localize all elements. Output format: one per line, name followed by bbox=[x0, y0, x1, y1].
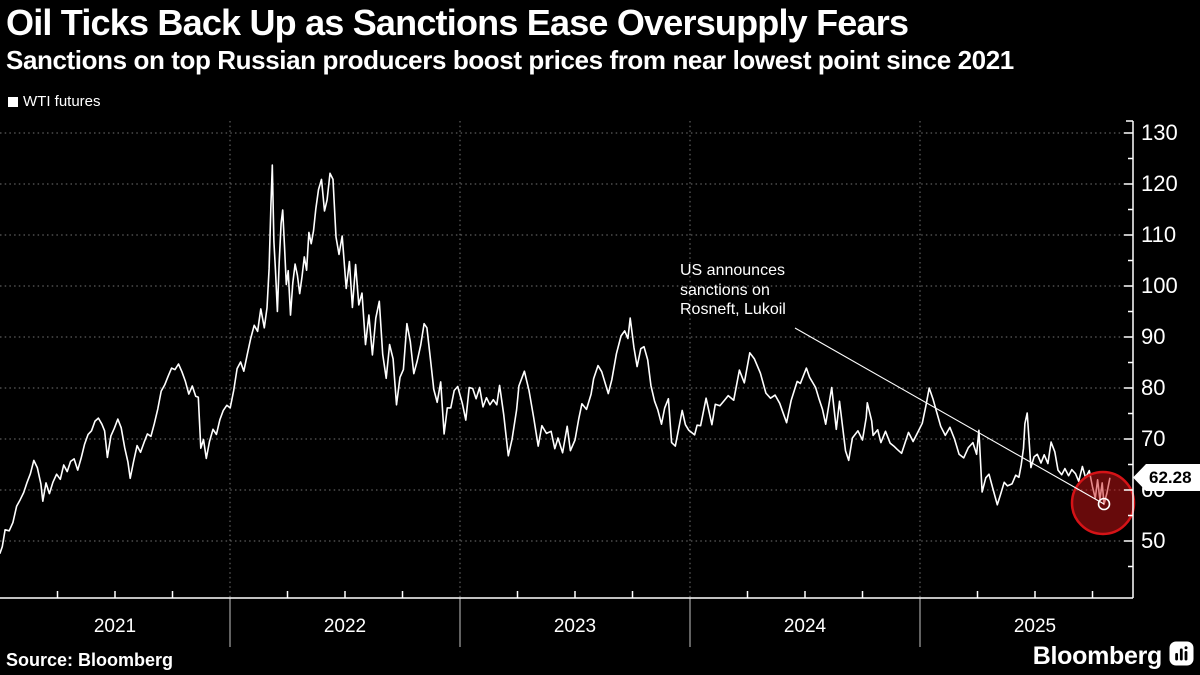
y-axis-label-130: 130 bbox=[1141, 120, 1178, 145]
legend-label: WTI futures bbox=[23, 93, 101, 110]
x-axis-label-2024: 2024 bbox=[783, 616, 827, 637]
x-axis-label-2023: 2023 bbox=[553, 616, 597, 637]
y-axis-label-80: 80 bbox=[1141, 375, 1166, 400]
bloomberg-mark-icon bbox=[1169, 641, 1194, 671]
y-axis-label-110: 110 bbox=[1141, 222, 1177, 247]
annotation-line: Rosneft, Lukoil bbox=[680, 301, 786, 318]
bloomberg-logo: Bloomberg bbox=[1033, 641, 1194, 671]
y-axis-label-100: 100 bbox=[1141, 273, 1178, 298]
source-label: Source: Bloomberg bbox=[6, 650, 174, 670]
legend: WTI futures bbox=[8, 93, 101, 110]
last-price-value: 62.28 bbox=[1149, 467, 1192, 487]
y-axis-label-120: 120 bbox=[1141, 171, 1178, 196]
annotation-point-marker bbox=[1097, 497, 1111, 511]
y-axis-label-50: 50 bbox=[1141, 528, 1166, 553]
annotation-pointer-line bbox=[794, 327, 1105, 505]
bloomberg-wordmark: Bloomberg bbox=[1032, 641, 1163, 670]
legend-swatch-icon bbox=[8, 96, 18, 107]
annotation-text: US announces sanctions on Rosneft, Lukoil bbox=[680, 261, 786, 320]
chart-title: Oil Ticks Back Up as Sanctions Ease Over… bbox=[6, 2, 909, 43]
x-axis-label-2025: 2025 bbox=[1013, 616, 1057, 637]
y-axis-label-90: 90 bbox=[1141, 324, 1166, 349]
series-line-wti bbox=[0, 164, 1111, 554]
last-price-tag: 62.28 bbox=[1133, 464, 1200, 491]
annotation-line: US announces bbox=[680, 262, 785, 279]
chart-subtitle: Sanctions on top Russian producers boost… bbox=[6, 45, 1014, 75]
annotation-line: sanctions on bbox=[680, 281, 770, 299]
x-axis-label-2022: 2022 bbox=[323, 616, 367, 637]
x-axis-label-2021: 2021 bbox=[93, 616, 137, 637]
y-axis-label-70: 70 bbox=[1141, 426, 1166, 451]
